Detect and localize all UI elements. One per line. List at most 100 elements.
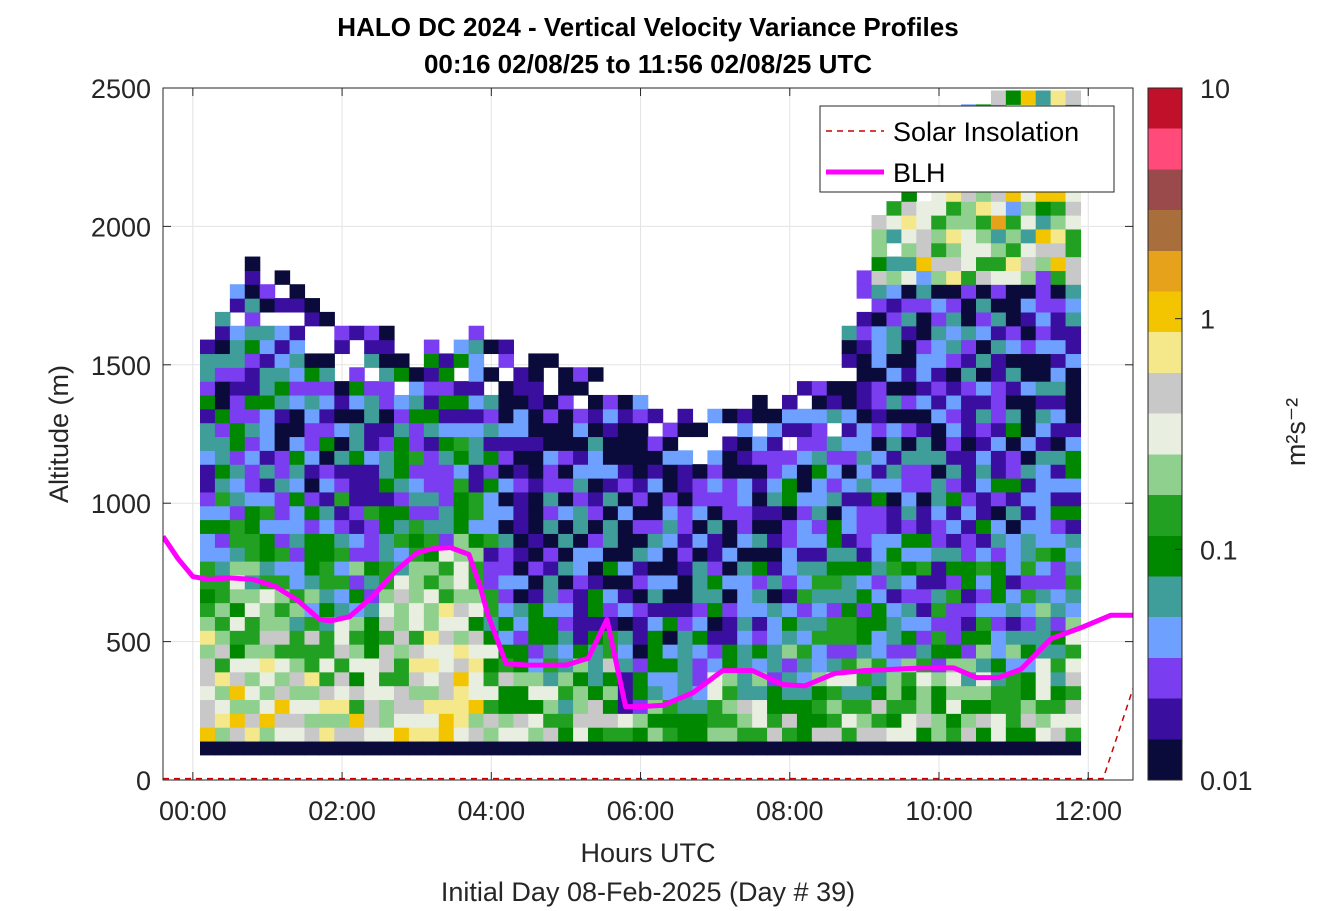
heatmap-cell <box>1065 242 1082 258</box>
heatmap-cell <box>886 408 902 424</box>
heatmap-cell <box>692 491 708 507</box>
heatmap-cell <box>931 505 947 521</box>
heatmap-cell <box>961 394 977 410</box>
heatmap-cell <box>1035 353 1052 368</box>
heatmap-cell <box>961 602 977 617</box>
heatmap-cell <box>573 685 589 701</box>
heatmap-cell <box>707 408 723 424</box>
heatmap-cell <box>946 547 962 562</box>
heatmap-cell <box>244 588 261 604</box>
heatmap-cell <box>767 533 783 548</box>
heatmap-cell <box>588 574 604 590</box>
heatmap-cell <box>871 339 888 355</box>
heatmap-cell <box>438 657 455 673</box>
heatmap-cell <box>513 671 529 687</box>
heatmap-cell <box>722 450 738 465</box>
heatmap-cell <box>229 547 246 562</box>
heatmap-cell <box>498 464 514 479</box>
heatmap-cell <box>990 394 1007 410</box>
colorbar-tick-label: 0.1 <box>1200 535 1238 565</box>
heatmap-cell <box>692 699 708 714</box>
heatmap-cell <box>886 713 902 728</box>
heatmap-cell <box>976 464 992 479</box>
heatmap-cell <box>558 616 574 631</box>
heatmap-cell <box>901 311 917 327</box>
legend-label-blh: BLH <box>893 158 946 188</box>
colorbar-gradient <box>1148 88 1182 780</box>
heatmap-cell <box>274 464 291 479</box>
heatmap-cell <box>483 436 500 451</box>
heatmap-cell <box>901 713 917 728</box>
heatmap-cell <box>468 630 485 645</box>
heatmap-cell <box>722 519 738 534</box>
heatmap-cell <box>752 727 768 742</box>
heatmap-cell <box>394 394 410 410</box>
heatmap-cell <box>1035 408 1052 424</box>
heatmap-cell <box>826 630 843 645</box>
heatmap-cell <box>692 422 708 438</box>
heatmap-cell <box>1005 574 1022 590</box>
heatmap-cell <box>408 588 425 604</box>
heatmap-cell <box>423 491 440 507</box>
heatmap-cell <box>364 685 380 701</box>
heatmap-cell <box>946 464 962 479</box>
heatmap-cell <box>289 713 306 728</box>
heatmap-cell <box>573 588 589 604</box>
heatmap-cell <box>856 408 873 424</box>
heatmap-cell <box>304 298 320 313</box>
heatmap-cell <box>379 713 395 728</box>
heatmap-cell <box>200 339 216 355</box>
heatmap-cell <box>677 561 694 576</box>
heatmap-cell <box>677 408 694 424</box>
heatmap-cell <box>423 561 440 576</box>
heatmap-cell <box>408 477 425 493</box>
legend-label-solar: Solar Insolation <box>893 117 1079 147</box>
heatmap-cell <box>767 727 783 742</box>
heatmap-cell <box>617 422 634 438</box>
heatmap-cell <box>528 630 544 645</box>
heatmap-cell <box>200 740 216 756</box>
y-tick-label: 500 <box>106 628 151 658</box>
heatmap-cell <box>1050 298 1067 313</box>
heatmap-cell <box>632 713 649 728</box>
heatmap-cell <box>647 671 664 687</box>
heatmap-cell <box>573 367 589 382</box>
heatmap-cell <box>319 561 335 576</box>
heatmap-cell <box>483 561 500 576</box>
heatmap-cell <box>841 547 858 562</box>
x-tick-label: 04:00 <box>458 796 526 826</box>
heatmap-cell <box>707 727 723 742</box>
heatmap-cell <box>304 657 320 673</box>
heatmap-cell <box>1005 339 1022 355</box>
heatmap-cell <box>752 657 768 673</box>
heatmap-cell <box>304 561 320 576</box>
heatmap-cell <box>423 477 440 493</box>
heatmap-cell <box>200 381 216 396</box>
heatmap-cell <box>200 519 216 534</box>
heatmap-cell <box>408 685 425 701</box>
heatmap-cell <box>364 657 380 673</box>
heatmap-cell <box>229 616 246 631</box>
heatmap-cell <box>946 699 962 714</box>
heatmap-cell <box>498 450 514 465</box>
heatmap-cell <box>289 367 306 382</box>
heatmap-cell <box>811 616 828 631</box>
heatmap-cell <box>826 477 843 493</box>
heatmap-cell <box>364 450 380 465</box>
heatmap-cell <box>1020 602 1037 617</box>
heatmap-cell <box>946 367 962 382</box>
heatmap-cell <box>483 519 500 534</box>
heatmap-cell <box>946 270 962 285</box>
heatmap-cell <box>528 422 544 438</box>
heatmap-cell <box>647 602 664 617</box>
heatmap-cell <box>408 713 425 728</box>
heatmap-cell <box>931 298 947 313</box>
heatmap-cell <box>811 713 828 728</box>
heatmap-cell <box>229 727 246 742</box>
heatmap-cell <box>1035 602 1052 617</box>
heatmap-cell <box>423 381 440 396</box>
heatmap-cell <box>976 270 992 285</box>
heatmap-cell <box>244 519 261 534</box>
